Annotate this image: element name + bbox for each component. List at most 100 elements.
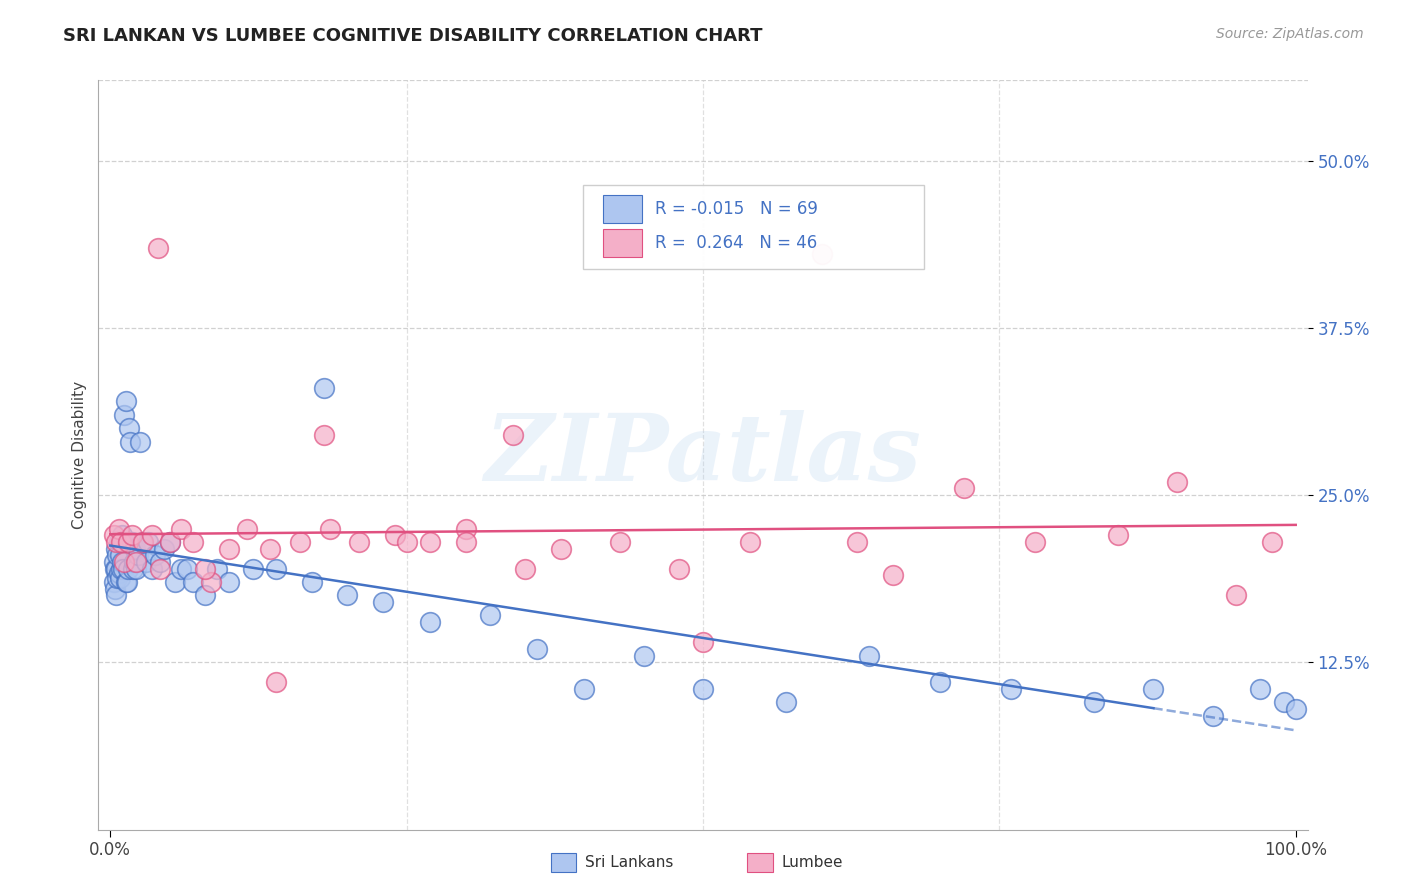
- Point: [526, 642, 548, 657]
- Point: [668, 562, 690, 576]
- Point: [117, 562, 139, 576]
- Point: [312, 381, 335, 395]
- Point: [108, 548, 131, 563]
- Point: [194, 562, 217, 576]
- Point: [1083, 696, 1105, 710]
- Point: [1261, 535, 1284, 549]
- Point: [609, 535, 631, 549]
- Text: Source: ZipAtlas.com: Source: ZipAtlas.com: [1216, 27, 1364, 41]
- Point: [1285, 702, 1308, 716]
- Point: [122, 555, 145, 569]
- Point: [205, 562, 228, 576]
- Text: R =  0.264   N = 46: R = 0.264 N = 46: [655, 234, 817, 252]
- Point: [105, 535, 128, 549]
- Point: [218, 541, 240, 556]
- Point: [104, 562, 127, 576]
- Point: [159, 535, 181, 549]
- Point: [104, 582, 127, 596]
- Point: [810, 247, 832, 261]
- Point: [105, 571, 128, 585]
- Point: [112, 562, 135, 576]
- Point: [120, 434, 142, 449]
- Point: [181, 535, 204, 549]
- Point: [1166, 475, 1188, 489]
- Point: [454, 535, 477, 549]
- Point: [114, 575, 136, 590]
- Point: [235, 521, 257, 535]
- Point: [371, 595, 394, 609]
- Point: [882, 568, 904, 582]
- Point: [384, 528, 406, 542]
- Point: [170, 521, 193, 535]
- Point: [454, 521, 477, 535]
- Point: [115, 575, 138, 590]
- Point: [952, 482, 974, 496]
- Point: [419, 535, 441, 549]
- Point: [125, 555, 148, 569]
- Point: [146, 241, 169, 255]
- Point: [149, 562, 172, 576]
- Point: [1107, 528, 1129, 542]
- Text: SRI LANKAN VS LUMBEE COGNITIVE DISABILITY CORRELATION CHART: SRI LANKAN VS LUMBEE COGNITIVE DISABILIT…: [63, 27, 763, 45]
- Point: [176, 562, 198, 576]
- Point: [114, 408, 136, 422]
- Point: [200, 575, 222, 590]
- Point: [143, 548, 166, 563]
- Point: [1272, 696, 1295, 710]
- Point: [141, 528, 163, 542]
- Point: [318, 521, 340, 535]
- Point: [775, 696, 797, 710]
- Point: [846, 535, 869, 549]
- Point: [1024, 535, 1046, 549]
- Point: [131, 535, 153, 549]
- Point: [136, 535, 159, 549]
- Point: [1000, 682, 1022, 697]
- Point: [1225, 589, 1247, 603]
- Point: [149, 555, 172, 569]
- Text: R = -0.015   N = 69: R = -0.015 N = 69: [655, 200, 818, 219]
- Point: [103, 555, 125, 569]
- Point: [170, 562, 193, 576]
- Point: [301, 575, 323, 590]
- Point: [264, 675, 287, 690]
- Point: [1202, 708, 1225, 723]
- Point: [110, 562, 132, 576]
- Point: [129, 434, 152, 449]
- Point: [740, 535, 762, 549]
- Point: [107, 566, 129, 580]
- Point: [121, 562, 143, 576]
- Y-axis label: Cognitive Disability: Cognitive Disability: [72, 381, 87, 529]
- Point: [152, 541, 174, 556]
- Point: [114, 394, 136, 409]
- Point: [574, 682, 596, 697]
- Point: [111, 555, 134, 569]
- Point: [105, 589, 128, 603]
- Point: [550, 541, 572, 556]
- Text: ZIPatlas: ZIPatlas: [485, 410, 921, 500]
- Point: [103, 528, 125, 542]
- Point: [105, 541, 128, 556]
- Point: [105, 562, 128, 576]
- Point: [141, 562, 163, 576]
- Point: [121, 535, 143, 549]
- Point: [127, 548, 149, 563]
- Point: [121, 528, 143, 542]
- Point: [165, 575, 187, 590]
- Point: [103, 575, 125, 590]
- Point: [118, 421, 141, 435]
- Point: [111, 528, 134, 542]
- Point: [515, 562, 537, 576]
- Point: [633, 648, 655, 663]
- Point: [478, 608, 501, 623]
- Point: [1249, 682, 1271, 697]
- Point: [692, 635, 714, 649]
- Point: [181, 575, 204, 590]
- Point: [159, 535, 181, 549]
- Point: [107, 521, 129, 535]
- Text: Sri Lankans: Sri Lankans: [585, 855, 673, 870]
- Point: [502, 428, 524, 442]
- Point: [132, 535, 155, 549]
- Point: [858, 648, 880, 663]
- Point: [112, 535, 135, 549]
- Point: [264, 562, 287, 576]
